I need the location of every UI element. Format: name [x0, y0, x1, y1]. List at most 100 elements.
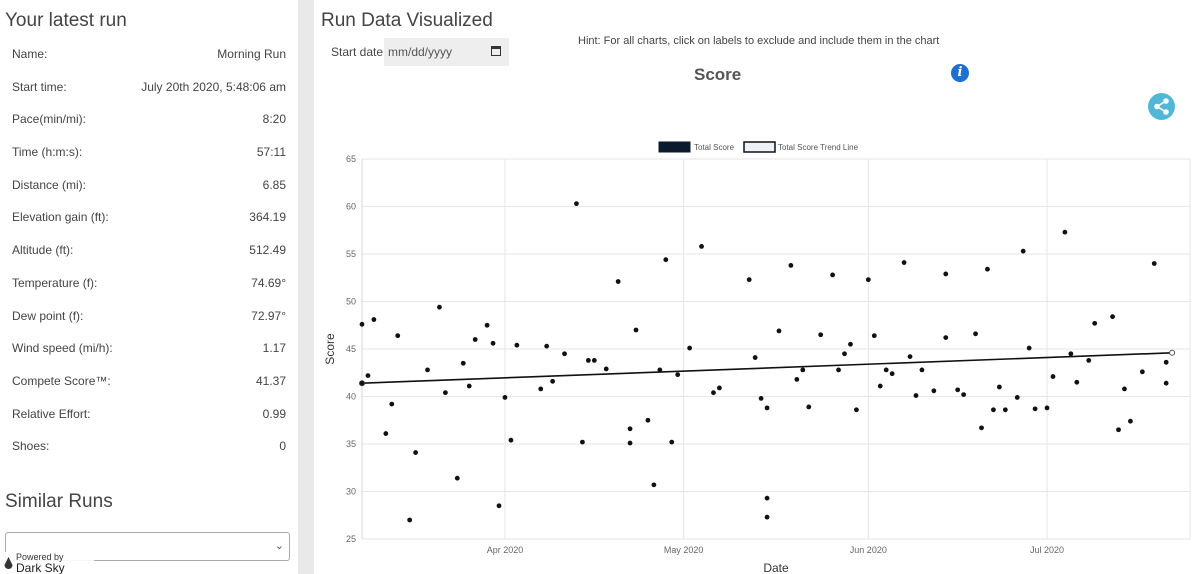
- run-detail-value: 57:11: [256, 145, 286, 160]
- y-tick-label: 55: [346, 249, 356, 259]
- score-point: [764, 405, 770, 411]
- score-point: [979, 425, 984, 431]
- darksky-logo-icon: [4, 557, 13, 569]
- x-axis-title: Date: [763, 561, 789, 574]
- score-point: [633, 327, 639, 333]
- run-details-list: Name: Morning Run Start time: July 20th 202…: [12, 41, 286, 466]
- score-point: [627, 440, 633, 446]
- score-point: [663, 257, 669, 263]
- powered-by-darksky[interactable]: Powered by Dark Sky: [4, 552, 94, 574]
- score-point: [413, 450, 419, 455]
- score-point: [818, 332, 824, 338]
- latest-run-title: Your latest run: [5, 10, 127, 31]
- y-tick-label: 25: [346, 534, 356, 544]
- score-point: [544, 343, 550, 349]
- score-point: [955, 387, 961, 393]
- score-point: [889, 371, 895, 377]
- run-detail-row: Time (h:m:s): 57:11: [12, 139, 286, 172]
- score-point: [395, 333, 401, 339]
- score-point: [580, 439, 585, 445]
- score-scatter-chart: 25 30 35 40 45 50 55 60 65 Apr 2020 May 2020 Jun 20…: [323, 141, 1191, 574]
- score-point: [1092, 320, 1098, 326]
- score-point: [1026, 345, 1032, 351]
- score-point: [717, 385, 722, 391]
- score-point: [1122, 386, 1127, 392]
- score-point: [1086, 358, 1092, 363]
- score-point: [806, 404, 812, 410]
- score-point: [1062, 229, 1068, 235]
- calendar-icon[interactable]: [491, 46, 501, 56]
- score-point: [496, 503, 502, 509]
- run-detail-row: Name: Morning Run: [12, 41, 286, 74]
- y-tick-label: 30: [346, 487, 356, 497]
- info-icon[interactable]: i: [951, 64, 969, 82]
- run-detail-value: 0.99: [262, 406, 286, 421]
- run-detail-label: Name:: [12, 47, 48, 61]
- score-point: [508, 437, 514, 443]
- run-detail-row: Distance (mi): 6.85: [12, 172, 286, 205]
- score-point: [490, 340, 496, 346]
- trend-line-endpoint: [1169, 349, 1176, 356]
- run-detail-label: Altitude (ft):: [12, 243, 74, 258]
- score-point: [442, 390, 448, 396]
- y-tick-label: 35: [346, 439, 356, 449]
- score-point: [865, 277, 871, 283]
- score-point: [466, 383, 472, 389]
- score-point: [627, 426, 633, 432]
- score-point: [454, 475, 460, 481]
- run-detail-value: 1.17: [262, 341, 286, 356]
- score-point: [1002, 407, 1008, 413]
- run-detail-value: 8:20: [262, 112, 286, 127]
- score-point: [615, 279, 621, 284]
- y-tick-label: 65: [346, 154, 356, 164]
- run-visualization-panel: Run Data Visualized Start date mm/dd/yyy…: [314, 0, 1200, 574]
- y-axis-title: Score: [323, 333, 337, 365]
- score-point: [1139, 369, 1145, 375]
- chart-hint: Hint: For all charts, click on labels to…: [578, 35, 940, 47]
- run-detail-row: Dew point (f): 72.97°: [12, 303, 286, 336]
- run-detail-row: Altitude (ft): 512.49: [12, 237, 286, 270]
- start-date-placeholder: mm/dd/yyyy: [388, 45, 453, 59]
- run-detail-row: Shoes: 0: [12, 433, 286, 466]
- score-point: [407, 517, 413, 523]
- score-point: [460, 360, 466, 366]
- score-point: [514, 342, 520, 348]
- run-detail-value: 72.97°: [251, 308, 286, 323]
- score-point: [1151, 261, 1157, 266]
- panel-divider: [298, 0, 314, 574]
- y-tick-label: 60: [346, 202, 356, 212]
- run-detail-value: 364.19: [249, 210, 286, 225]
- x-tick-label: Jul 2020: [1030, 545, 1064, 555]
- run-detail-row: Wind speed (mi/h): 1.17: [12, 335, 286, 368]
- run-detail-label: Relative Effort:: [12, 406, 91, 421]
- run-detail-label: Shoes:: [12, 439, 50, 454]
- score-point: [365, 373, 371, 378]
- score-point: [871, 333, 877, 339]
- powered-by-text: Powered by: [16, 552, 64, 562]
- chart-title: Score: [694, 65, 742, 84]
- start-date-input[interactable]: mm/dd/yyyy: [384, 38, 509, 66]
- score-point: [883, 367, 889, 373]
- x-tick-label: Apr 2020: [487, 545, 524, 555]
- score-point: [943, 335, 949, 340]
- run-detail-value: July 20th 2020, 5:48:06 am: [141, 79, 286, 94]
- score-point: [996, 384, 1002, 390]
- share-icon[interactable]: [1148, 93, 1175, 120]
- score-point: [1074, 379, 1080, 385]
- latest-run-panel: Your latest run Name: Morning Run Start ti…: [0, 0, 298, 574]
- score-point: [836, 367, 841, 373]
- score-point: [437, 304, 442, 310]
- run-detail-label: Pace(min/mi):: [12, 112, 87, 127]
- legend-label-total-score: Total Score: [694, 143, 735, 152]
- score-point: [502, 395, 508, 400]
- score-point: [389, 401, 395, 407]
- score-point: [877, 383, 883, 389]
- score-point: [687, 345, 693, 351]
- legend-swatch-total-score: [658, 141, 691, 153]
- score-point: [550, 378, 556, 384]
- score-point: [907, 354, 913, 359]
- run-detail-label: Start time:: [12, 79, 67, 94]
- score-point: [359, 321, 365, 327]
- score-point: [603, 366, 609, 372]
